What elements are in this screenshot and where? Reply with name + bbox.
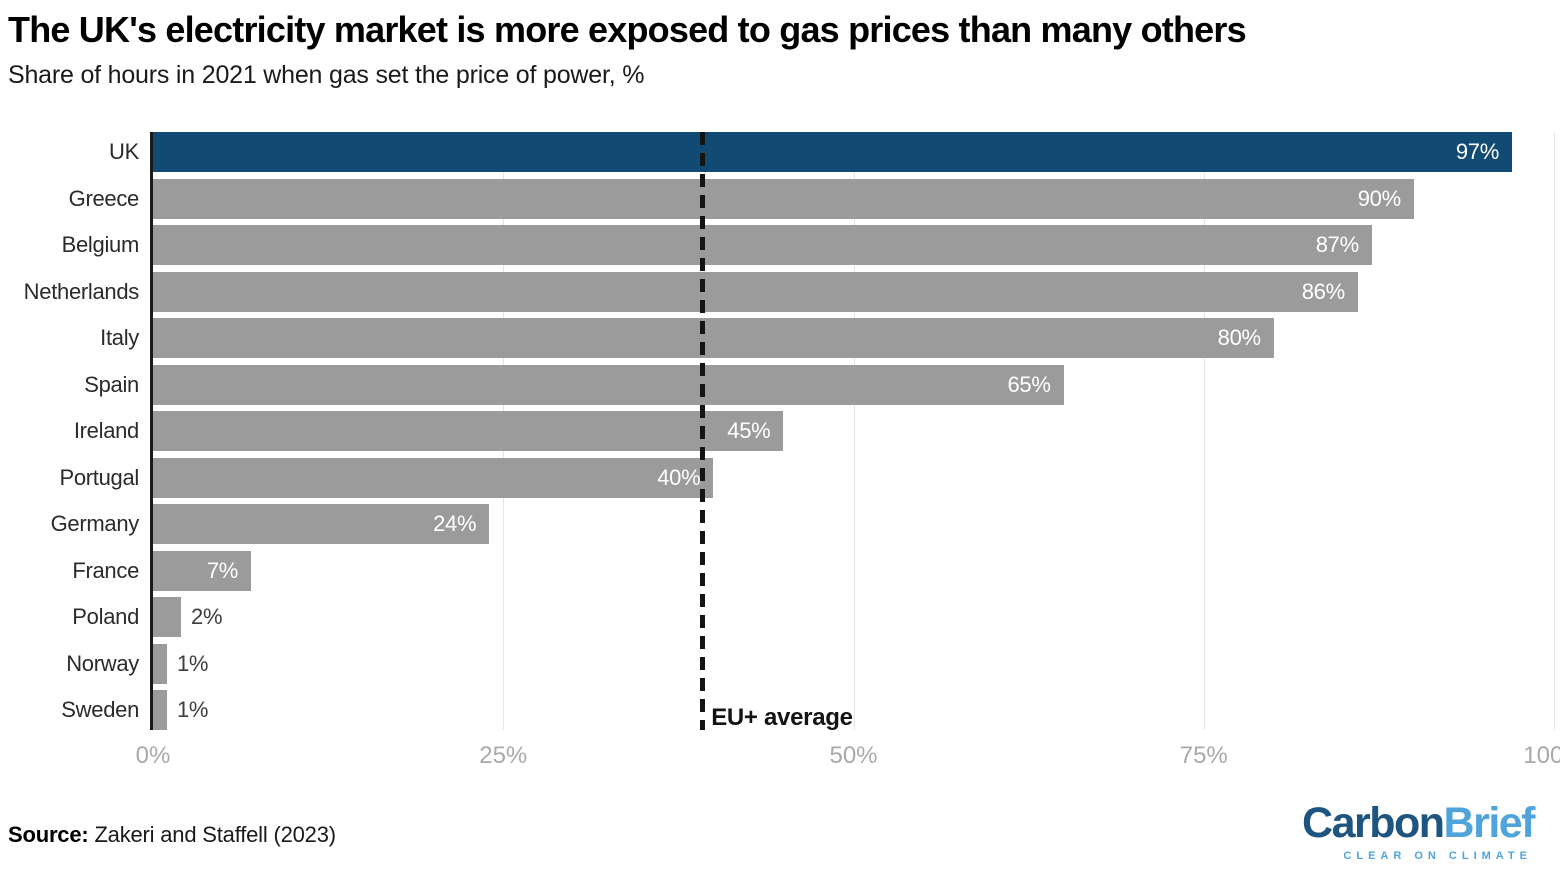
eu-average-reference-line xyxy=(700,132,706,731)
country-label-spain: Spain xyxy=(84,371,139,397)
x-axis: 0% 25% 50% 75% 100% xyxy=(136,737,1560,771)
logo-tagline: CLEAR ON CLIMATE xyxy=(1343,850,1532,862)
bar-value-poland: 2% xyxy=(191,604,223,630)
country-label-poland: Poland xyxy=(72,604,139,630)
bar-row-netherlands: 86% xyxy=(153,271,1554,312)
country-label-france: France xyxy=(72,557,139,583)
bar-row-france: 7% xyxy=(153,550,1554,591)
bar-value-italy: 80% xyxy=(1217,325,1261,351)
gridline-75 xyxy=(1203,132,1205,731)
bar-row-belgium: 87% xyxy=(153,225,1554,266)
chart-subtitle: Share of hours in 2021 when gas set the … xyxy=(8,61,645,90)
chart-title: The UK's electricity market is more expo… xyxy=(8,9,1247,50)
bar-row-sweden: 1% xyxy=(153,690,1554,731)
bar-row-germany: 24% xyxy=(153,504,1554,545)
bar-row-greece: 90% xyxy=(153,178,1554,219)
bar-value-netherlands: 86% xyxy=(1301,278,1345,304)
logo-carbon: Carbon xyxy=(1302,799,1445,847)
bar-row-spain: 65% xyxy=(153,364,1554,405)
bar-value-portugal: 40% xyxy=(657,464,701,490)
bar-value-ireland: 45% xyxy=(727,418,771,444)
gridline-50 xyxy=(853,132,855,731)
bar-value-belgium: 87% xyxy=(1315,232,1359,258)
bar-row-italy: 80% xyxy=(153,318,1554,359)
country-label-portugal: Portugal xyxy=(59,464,139,490)
x-tick-100: 100% xyxy=(1523,742,1560,770)
country-label-ireland: Ireland xyxy=(73,418,139,444)
bar-poland xyxy=(153,597,182,638)
logo-wordmark: CarbonBrief xyxy=(1302,799,1536,847)
gridline-100 xyxy=(1554,132,1555,731)
country-label-belgium: Belgium xyxy=(61,232,140,258)
x-tick-75: 75% xyxy=(1179,742,1228,770)
bar-row-uk: 97% xyxy=(153,132,1554,173)
plot-area: EU+ average 97% 90% 87% 86% 80% 65% 45% 40% 24% 7… xyxy=(150,132,1555,732)
country-label-netherlands: Netherlands xyxy=(23,278,140,304)
x-tick-50: 50% xyxy=(829,742,878,770)
bar-value-germany: 24% xyxy=(433,511,477,537)
eu-average-label: EU+ average xyxy=(711,704,853,732)
country-label-uk: UK xyxy=(109,139,139,165)
source-note: Source: Zakeri and Staffell (2023) xyxy=(8,822,336,862)
bar-value-sweden: 1% xyxy=(177,697,209,723)
category-labels: UK Greece Belgium Netherlands Italy Spain Irel… xyxy=(8,132,150,730)
country-label-germany: Germany xyxy=(50,511,140,537)
logo-brief: Brief xyxy=(1443,799,1536,847)
bar-ireland: 45% xyxy=(153,411,784,452)
bar-value-france: 7% xyxy=(206,557,239,583)
bar-italy: 80% xyxy=(153,318,1274,359)
bar-row-ireland: 45% xyxy=(153,411,1554,452)
source-text: Zakeri and Staffell (2023) xyxy=(94,822,336,847)
bar-row-norway: 1% xyxy=(153,643,1554,684)
source-label: Source: xyxy=(8,822,89,847)
bar-belgium: 87% xyxy=(153,225,1372,266)
bar-row-poland: 2% xyxy=(153,597,1554,638)
bar-spain: 65% xyxy=(153,364,1064,405)
x-tick-25: 25% xyxy=(479,742,528,770)
bar-netherlands: 86% xyxy=(153,271,1358,312)
country-label-greece: Greece xyxy=(68,185,140,211)
bar-sweden xyxy=(153,690,167,731)
bar-norway xyxy=(153,643,167,684)
bar-portugal: 40% xyxy=(153,457,714,498)
bar-value-norway: 1% xyxy=(177,650,209,676)
bar-value-spain: 65% xyxy=(1007,371,1051,397)
country-label-norway: Norway xyxy=(66,650,139,676)
country-label-sweden: Sweden xyxy=(61,697,139,723)
bar-uk: 97% xyxy=(153,132,1512,173)
bar-greece: 90% xyxy=(153,178,1414,219)
carbonbrief-logo: CarbonBrief CLEAR ON CLIMATE xyxy=(1302,799,1536,862)
country-label-italy: Italy xyxy=(100,325,139,351)
x-tick-0: 0% xyxy=(135,742,171,770)
chart-footer: Source: Zakeri and Staffell (2023) Carbo… xyxy=(8,799,1536,862)
bar-row-portugal: 40% xyxy=(153,457,1554,498)
bar-value-greece: 90% xyxy=(1357,185,1401,211)
bar-france: 7% xyxy=(153,550,252,591)
bar-value-uk: 97% xyxy=(1455,139,1499,165)
bar-chart: UK Greece Belgium Netherlands Italy Spain Irel… xyxy=(8,132,1555,732)
bar-germany: 24% xyxy=(153,504,490,545)
